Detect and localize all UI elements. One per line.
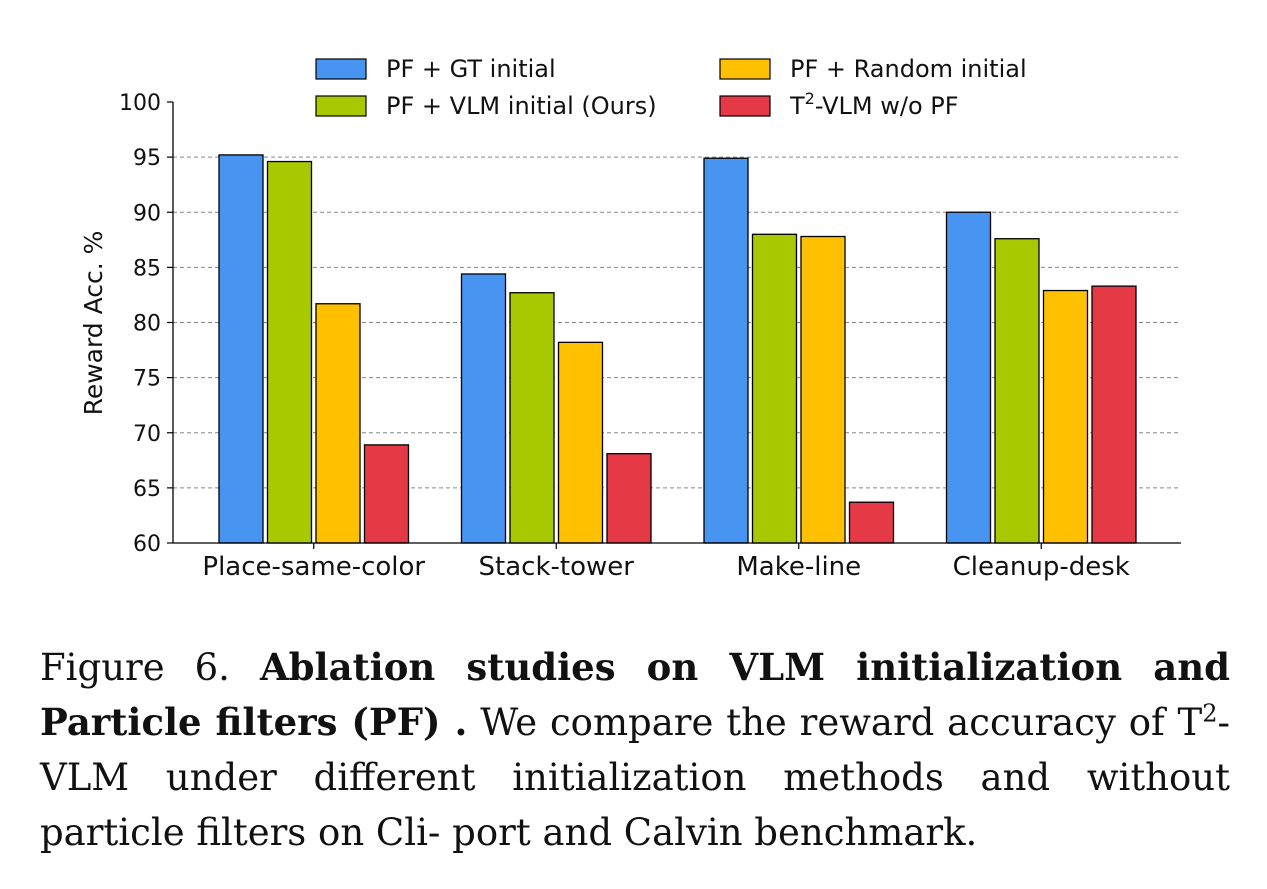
bar-1-1 xyxy=(509,292,555,544)
bar-3-0 xyxy=(945,211,992,544)
y-tick-label-75: 75 xyxy=(133,367,161,392)
x-tick-label-0: Place-same-color xyxy=(202,552,425,582)
y-axis-label: Reward Acc. % xyxy=(79,231,108,416)
caption-text-2: -VLM under different initialization meth… xyxy=(40,701,1230,854)
bar-1-0 xyxy=(460,273,507,544)
caption-superscript: 2 xyxy=(1202,699,1218,728)
x-tick-label-2: Make-line xyxy=(736,552,861,582)
bar-3-1 xyxy=(994,238,1040,544)
y-tick-label-70: 70 xyxy=(133,422,161,447)
bar-0-3 xyxy=(363,444,410,544)
legend-swatch-gt xyxy=(315,58,367,80)
y-tick-label-60: 60 xyxy=(133,532,161,557)
legend-swatch-random xyxy=(719,58,771,80)
bar-0-1 xyxy=(266,160,313,544)
caption-bold-title: Ablation studies on VLM initialization a… xyxy=(40,645,1230,744)
bar-3-2 xyxy=(1042,289,1089,544)
bar-3-3 xyxy=(1091,285,1137,544)
x-category-labels: Place-same-color Stack-tower Make-line Clea… xyxy=(202,543,1130,582)
figure-label: Figure 6. xyxy=(40,646,230,689)
bar-1-3 xyxy=(606,453,652,544)
bar-0-0 xyxy=(218,154,264,544)
caption-text-1: We compare the reward accuracy of T xyxy=(480,701,1203,744)
y-tick-label-85: 85 xyxy=(133,256,161,281)
legend-label-nopf: T2-VLM w/o PF xyxy=(789,89,959,120)
y-tick-label-95: 95 xyxy=(133,146,161,171)
y-tick-label-65: 65 xyxy=(133,477,161,502)
legend-label-random: PF + Random initial xyxy=(790,55,1027,83)
legend-label-gt: PF + GT initial xyxy=(386,55,556,83)
bars xyxy=(218,154,1137,544)
legend-swatch-vlm xyxy=(315,95,367,117)
y-tick-label-90: 90 xyxy=(133,201,161,226)
bar-chart: 60 65 70 75 80 85 90 95 100 Place-same-color Stac… xyxy=(79,55,1181,582)
legend: PF + GT initial PF + VLM initial (Ours) … xyxy=(315,55,1027,120)
y-ticks: 60 65 70 75 80 85 90 95 100 xyxy=(119,91,173,557)
legend-swatch-nopf xyxy=(719,95,771,117)
x-tick-label-1: Stack-tower xyxy=(479,552,635,582)
bar-1-2 xyxy=(557,341,604,544)
x-tick-label-3: Cleanup-desk xyxy=(953,552,1130,582)
bar-2-2 xyxy=(800,235,846,544)
bar-2-3 xyxy=(848,501,895,544)
bar-2-0 xyxy=(703,157,749,544)
figure-caption: Figure 6. Ablation studies on VLM initia… xyxy=(40,640,1230,860)
bar-0-2 xyxy=(315,303,361,544)
bar-2-1 xyxy=(751,233,798,544)
y-tick-label-80: 80 xyxy=(133,312,161,337)
legend-label-vlm: PF + VLM initial (Ours) xyxy=(386,92,657,120)
y-tick-label-100: 100 xyxy=(119,91,161,116)
